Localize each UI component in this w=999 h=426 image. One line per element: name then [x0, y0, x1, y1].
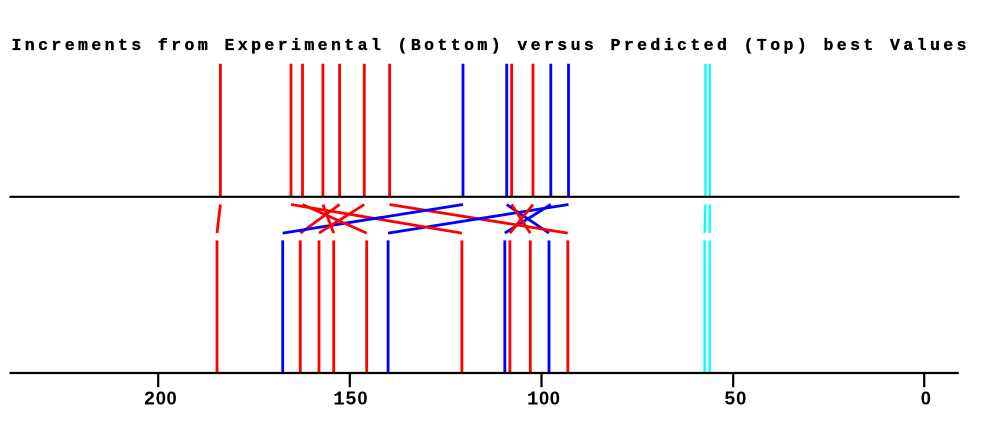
svg-text:50: 50 — [724, 388, 747, 411]
svg-text:0: 0 — [921, 388, 932, 409]
svg-text:100: 100 — [527, 388, 561, 411]
svg-text:150: 150 — [333, 388, 368, 411]
svg-text:200: 200 — [144, 388, 178, 411]
